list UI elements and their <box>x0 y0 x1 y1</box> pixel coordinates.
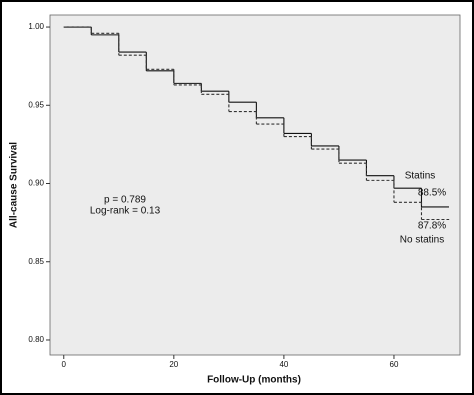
y-tick-label: 0.95 <box>28 100 44 109</box>
y-tick-label: 0.80 <box>28 335 44 344</box>
annotation: Log-rank = 0.13 <box>90 206 161 217</box>
series-label: No statins <box>400 235 444 246</box>
x-tick-label: 60 <box>390 360 399 369</box>
annotation: 87.8% <box>418 221 446 232</box>
series-label: Statins <box>405 171 436 182</box>
y-tick-label: 1.00 <box>28 22 44 31</box>
y-tick-label: 0.90 <box>28 179 44 188</box>
y-tick-label: 0.85 <box>28 257 44 266</box>
x-tick-label: 40 <box>279 360 288 369</box>
x-tick-label: 20 <box>169 360 178 369</box>
annotation: p = 0.789 <box>104 195 146 206</box>
annotation: 88.5% <box>418 188 446 199</box>
plot-area <box>49 14 461 356</box>
y-axis-title: All-cause Survival <box>9 142 20 228</box>
x-tick-label: 0 <box>62 360 67 369</box>
x-axis-title: Follow-Up (months) <box>207 375 301 386</box>
